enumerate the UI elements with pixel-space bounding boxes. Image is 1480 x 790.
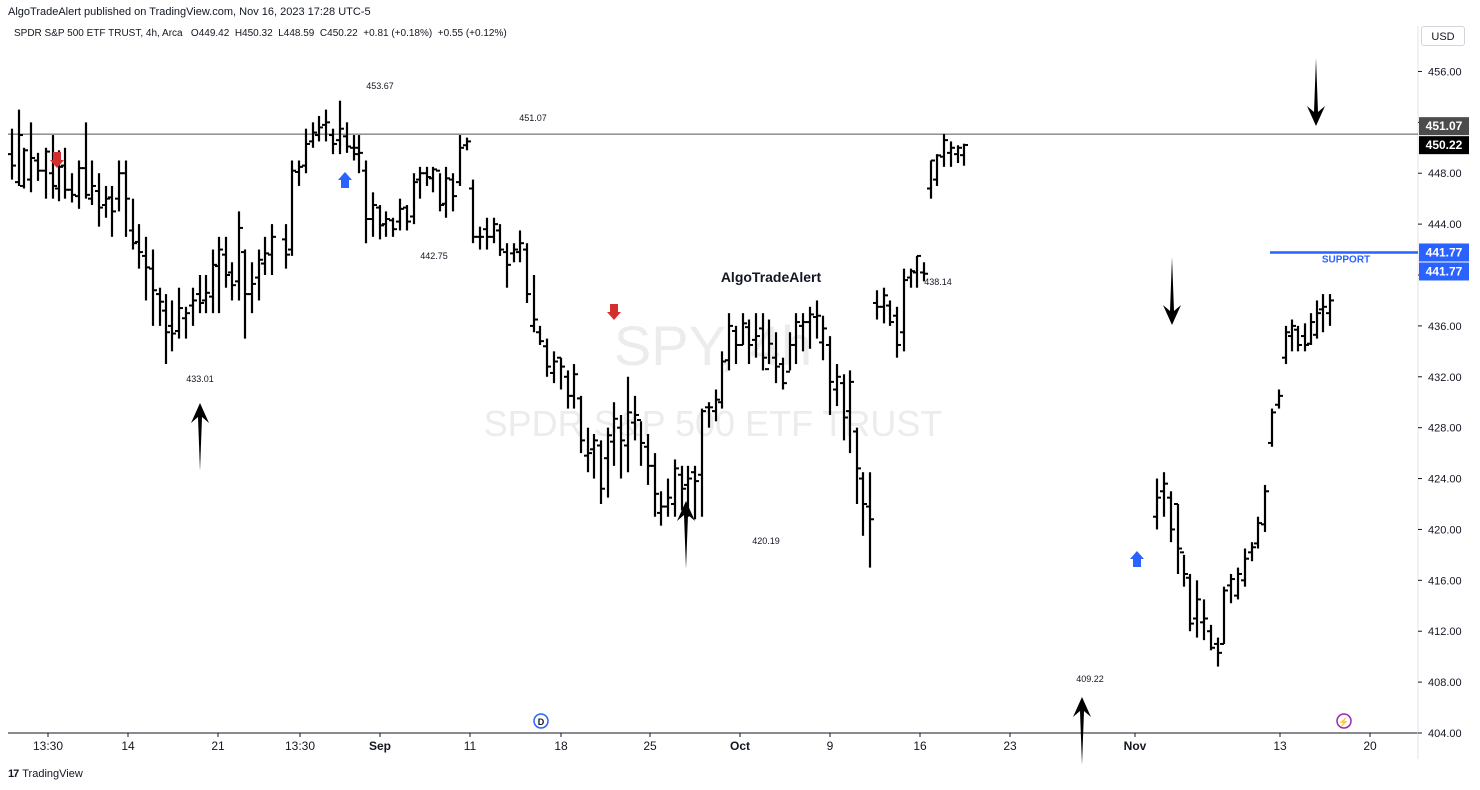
y-tick-label: 436.00 xyxy=(1428,321,1462,333)
marker-arrow-down xyxy=(1307,58,1325,126)
support-price-tag-2: 441.77 xyxy=(1426,264,1463,278)
x-tick-label: 9 xyxy=(827,739,834,753)
earnings-event-icon-label: ⚡ xyxy=(1338,716,1349,728)
x-tick-label: 16 xyxy=(913,739,927,753)
y-tick-label: 432.00 xyxy=(1428,372,1462,384)
published-caption: AlgoTradeAlert published on TradingView.… xyxy=(8,6,371,18)
x-tick-label: 23 xyxy=(1003,739,1017,753)
x-tick-label: 13:30 xyxy=(33,739,63,753)
peak-label: 409.22 xyxy=(1076,674,1104,684)
peak-label: 438.14 xyxy=(924,277,952,287)
x-tick-label: 13 xyxy=(1273,739,1287,753)
y-tick-label: 428.00 xyxy=(1428,423,1462,435)
y-tick-label: 456.00 xyxy=(1428,66,1462,78)
symbol-legend: SPDR S&P 500 ETF TRUST, 4h, Arca O449.42… xyxy=(14,28,507,39)
tradingview-brand: TradingView xyxy=(22,768,83,780)
marker-arrow-up xyxy=(191,403,209,471)
x-tick-label: 21 xyxy=(211,739,225,753)
peak-label: 420.19 xyxy=(752,536,780,546)
signal-arrow-up xyxy=(1130,551,1144,567)
dividend-event-icon[interactable] xyxy=(533,713,549,729)
x-tick-label: 18 xyxy=(554,739,568,753)
watermark-name: SPDR S&P 500 ETF TRUST xyxy=(484,403,943,444)
y-tick-label: 444.00 xyxy=(1428,219,1462,231)
dividend-event-icon-label: D xyxy=(538,717,545,727)
x-tick-label: Sep xyxy=(369,739,391,753)
resistance-price-tag-bg xyxy=(1419,117,1469,136)
x-tick-label: 14 xyxy=(121,739,135,753)
x-tick-label: 20 xyxy=(1363,739,1377,753)
x-tick-label: 11 xyxy=(464,739,477,753)
x-tick-label: 25 xyxy=(643,739,657,753)
y-tick-label: 424.00 xyxy=(1428,474,1462,486)
tradingview-mark-icon: 17 xyxy=(8,768,19,780)
algotradealert-label: AlgoTradeAlert xyxy=(721,269,822,285)
marker-arrow-up xyxy=(1073,697,1091,765)
y-tick-label: 412.00 xyxy=(1428,626,1462,638)
peak-label: 433.01 xyxy=(186,374,214,384)
signal-arrow-up xyxy=(338,172,352,188)
y-tick-label: 408.00 xyxy=(1428,677,1462,689)
y-tick-label: 448.00 xyxy=(1428,168,1462,180)
current-price-tag: 450.22 xyxy=(1426,138,1463,152)
y-tick-label: 404.00 xyxy=(1428,728,1462,740)
peak-label: 453.67 xyxy=(366,81,394,91)
earnings-event-icon[interactable] xyxy=(1336,713,1352,729)
support-price-tag: 441.77 xyxy=(1426,245,1463,259)
marker-arrow-down xyxy=(1163,257,1181,325)
support-label: SUPPORT xyxy=(1322,254,1370,265)
y-tick-label: 416.00 xyxy=(1428,575,1462,587)
support-price-tag-bg xyxy=(1419,243,1469,262)
x-tick-label: Nov xyxy=(1124,739,1147,753)
current-price-tag-bg xyxy=(1419,136,1469,155)
peak-label: 451.07 xyxy=(519,113,547,123)
support-price-tag-2-bg xyxy=(1419,262,1469,281)
x-tick-label: Oct xyxy=(730,739,750,753)
y-tick-label: 420.00 xyxy=(1428,524,1462,536)
signal-arrow-down xyxy=(607,304,621,320)
peak-label: 442.75 xyxy=(420,251,448,261)
signal-arrow-down xyxy=(50,152,64,168)
resistance-price-tag: 451.07 xyxy=(1426,119,1463,133)
tradingview-logo: 17 TradingView xyxy=(8,768,83,780)
currency-selector[interactable]: USD xyxy=(1421,26,1465,46)
x-tick-label: 13:30 xyxy=(285,739,315,753)
marker-arrow-up xyxy=(677,501,695,569)
